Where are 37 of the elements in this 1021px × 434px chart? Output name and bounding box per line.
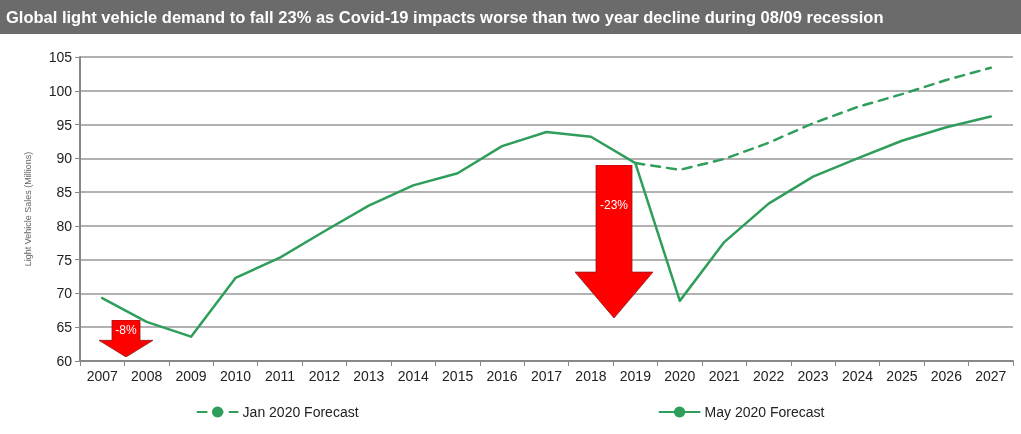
- y-tick-label: 75: [56, 251, 73, 268]
- y-axis-title: Light Vehicle Sales (Millions): [22, 151, 33, 267]
- y-tick-label: 95: [56, 116, 73, 133]
- x-tick-label: 2011: [264, 368, 296, 384]
- y-tick-label: 100: [48, 82, 73, 99]
- x-tick-label: 2012: [308, 368, 341, 384]
- chart-title: Global light vehicle demand to fall 23% as Covid-19 impacts worse than two year decline during 08/09 recession: [0, 0, 1021, 34]
- legend-label: May 2020 Forecast: [704, 404, 825, 420]
- x-tick-label: 2013: [353, 368, 385, 384]
- y-tick-label: 60: [56, 353, 73, 369]
- y-tick-label: 65: [56, 319, 73, 336]
- y-tick-label: 90: [56, 150, 73, 167]
- x-tick-label: 2021: [708, 368, 740, 384]
- x-tick-label: 2009: [175, 368, 207, 384]
- y-tick-label: 70: [56, 285, 73, 302]
- x-tick-label: 2024: [841, 368, 874, 384]
- y-tick-label: 85: [56, 184, 73, 201]
- x-tick-label: 2018: [575, 368, 607, 384]
- x-tick-label: 2027: [975, 368, 1007, 384]
- x-tick-label: 2014: [397, 368, 429, 384]
- x-tick-label: 2015: [442, 368, 474, 384]
- x-tick-label: 2016: [486, 368, 518, 384]
- x-tick-label: 2022: [753, 368, 785, 384]
- x-tick-label: 2007: [86, 368, 118, 384]
- annotation: -8%: [115, 323, 137, 337]
- x-tick-label: 2020: [664, 368, 696, 384]
- y-tick-label: 105: [48, 49, 73, 65]
- x-tick-label: 2025: [886, 368, 918, 384]
- x-tick-label: 2023: [797, 368, 829, 384]
- x-tick-label: 2010: [219, 368, 252, 384]
- x-tick-label: 2017: [530, 368, 563, 384]
- y-tick-label: 80: [56, 217, 73, 234]
- x-tick-label: 2026: [930, 368, 963, 384]
- annotation: -23%: [599, 198, 629, 212]
- x-tick-label: 2008: [131, 368, 163, 384]
- legend-label: Jan 2020 Forecast: [242, 404, 359, 420]
- x-tick-label: 2019: [619, 368, 652, 384]
